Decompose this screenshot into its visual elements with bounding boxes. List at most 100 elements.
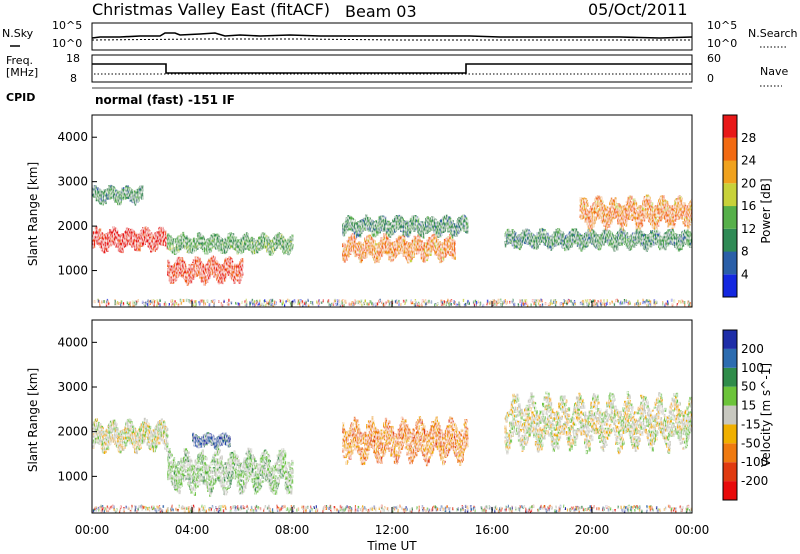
range-cell [230,258,233,262]
range-cell [156,243,159,247]
range-cell [342,231,346,237]
range-cell [137,241,140,245]
range-cell [141,195,144,199]
range-cell [226,245,229,251]
range-cell [453,240,456,243]
range-cell [174,273,177,276]
range-cell [370,245,373,249]
range-cell [181,241,184,244]
range-cell [238,264,241,268]
range-cell [209,246,212,249]
range-cell [439,258,442,264]
range-cell [386,230,389,233]
range-cell [223,245,226,250]
range-cell [443,227,446,232]
range-cell [375,254,378,260]
range-cell [409,257,413,263]
range-cell [438,246,441,251]
range-cell [194,267,197,272]
range-cell [353,238,356,243]
noise-left-tick-top: 10^5 [52,19,82,32]
range-cell [354,222,357,226]
range-cell [433,233,436,238]
range-cell [104,240,107,243]
range-cell [209,241,213,246]
range-cell [436,246,439,249]
range-cell [365,252,368,258]
range-cell [201,241,204,246]
range-cell [238,239,241,243]
range-cell [378,257,381,260]
range-cell [466,222,469,228]
range-cell [542,232,545,236]
range-cell [366,241,369,245]
range-cell [228,258,231,264]
range-cell [241,258,244,263]
range-cell [128,191,131,197]
range-cell [453,254,456,260]
freq-label-2: [MHz] [6,66,38,79]
range-cell [351,249,354,253]
range-cell [348,236,351,239]
range-cell [404,250,407,253]
range-cell [196,264,199,267]
range-cell [176,267,179,272]
range-cell [150,234,153,238]
range-cell [420,233,423,236]
range-cell [141,229,144,235]
noise-right-tick-bottom: 10^0 [707,37,737,50]
range-cell [208,242,211,248]
range-cell [344,228,347,231]
range-cell [188,265,191,269]
range-cell [423,242,426,247]
range-cell [198,243,201,248]
range-cell [561,238,564,243]
range-cell [386,229,389,232]
range-cell [290,248,293,251]
range-cell [422,233,425,236]
range-cell [413,227,416,232]
range-cell [406,243,409,247]
range-cell [375,243,378,246]
range-cell [546,236,549,241]
range-cell [359,253,362,257]
range-cell [98,196,101,202]
range-cell [209,248,213,252]
range-cell [359,246,363,250]
range-cell [217,278,220,282]
range-cell [353,247,356,252]
range-cell [431,239,434,244]
range-cell [388,227,391,232]
range-cell [163,232,166,236]
range-cell [350,224,354,228]
range-cell [274,239,277,245]
range-cell [97,237,100,242]
range-cell [511,241,514,247]
range-cell [394,228,397,232]
cpid-label: CPID [6,91,35,104]
range-cell [137,235,140,238]
range-cell [507,228,510,232]
range-cell [231,261,234,265]
range-cell [219,244,222,247]
range-cell [138,247,141,252]
range-cell [466,229,469,234]
range-cell [367,238,370,241]
range-cell [405,254,408,259]
range-cell [458,216,461,221]
range-cell [536,241,539,246]
range-cell [370,236,373,239]
range-cell [384,234,388,238]
range-cell [197,269,200,273]
range-cell [242,241,245,247]
range-cell [426,239,429,242]
range-cell [179,269,182,274]
range-cell [171,272,174,278]
range-cell [131,233,134,237]
range-cell [465,217,468,222]
range-cell [212,258,215,264]
range-cell [379,248,382,251]
range-cell [132,200,135,204]
range-cell [409,255,412,258]
range-cell [405,222,408,227]
